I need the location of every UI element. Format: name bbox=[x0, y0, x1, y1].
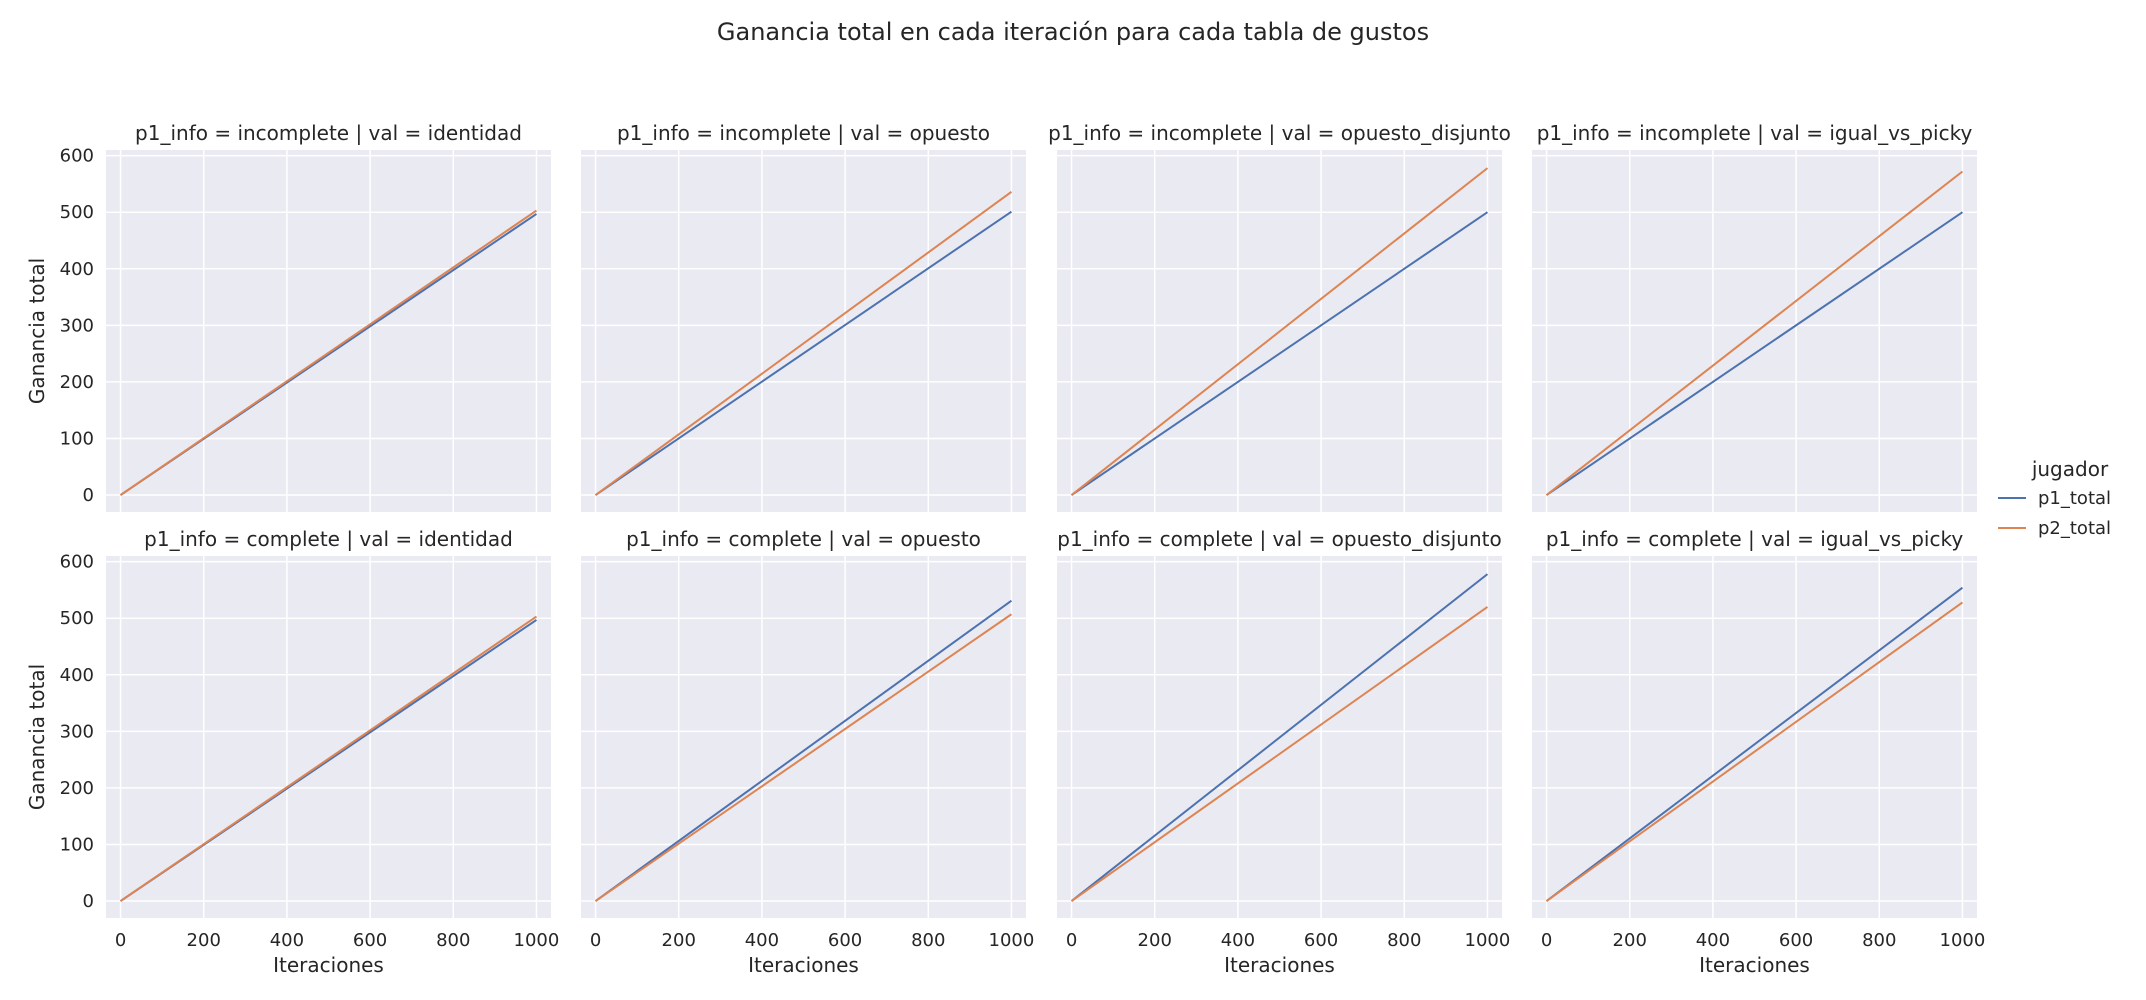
y-tick-label: 400 bbox=[60, 665, 94, 686]
x-tick-label: 0 bbox=[590, 930, 601, 951]
y-tick-label: 0 bbox=[83, 485, 94, 506]
panel-title: p1_info = incomplete | val = opuesto_dis… bbox=[1048, 121, 1511, 145]
series-line-p1_total bbox=[1545, 211, 1964, 496]
panel-title: p1_info = complete | val = opuesto bbox=[626, 527, 981, 551]
y-tick-label: 0 bbox=[83, 891, 94, 912]
x-tick-label: 0 bbox=[1541, 930, 1552, 951]
series-line-p2_total bbox=[1070, 167, 1489, 496]
panel-title: p1_info = incomplete | val = igual_vs_pi… bbox=[1537, 121, 1973, 145]
series-line-p1_total bbox=[1545, 586, 1964, 902]
panel-3: p1_info = incomplete | val = opuesto_dis… bbox=[1048, 121, 1511, 512]
panel-2: p1_info = incomplete | val = opuesto bbox=[581, 121, 1026, 512]
x-tick-label: 200 bbox=[1613, 930, 1647, 951]
x-tick-label: 600 bbox=[828, 930, 862, 951]
series-line-p1_total bbox=[594, 210, 1013, 496]
panel-8: p1_info = complete | val = igual_vs_pick… bbox=[1532, 527, 1985, 977]
panel-title: p1_info = incomplete | val = identidad bbox=[135, 121, 522, 145]
x-axis-label: Iteraciones bbox=[1699, 953, 1810, 977]
x-tick-label: 200 bbox=[662, 930, 696, 951]
y-axis-label: Ganancia total bbox=[25, 258, 49, 404]
series-line-p2_total bbox=[594, 191, 1013, 496]
x-tick-label: 800 bbox=[1862, 930, 1896, 951]
panel-7: p1_info = complete | val = opuesto_disju… bbox=[1057, 527, 1510, 977]
y-tick-label: 300 bbox=[60, 315, 94, 336]
panel-background bbox=[106, 150, 551, 512]
panel-title: p1_info = complete | val = opuesto_disju… bbox=[1057, 527, 1501, 551]
x-tick-label: 800 bbox=[436, 930, 470, 951]
x-tick-label: 1000 bbox=[989, 930, 1035, 951]
panels: p1_info = incomplete | val = identidad 0 1… bbox=[25, 121, 1985, 977]
series-line-p2_total bbox=[594, 613, 1013, 902]
y-tick-label: 300 bbox=[60, 721, 94, 742]
series-line-p2_total bbox=[1545, 601, 1964, 902]
panel-4: p1_info = incomplete | val = igual_vs_pi… bbox=[1532, 121, 1977, 512]
panel-title: p1_info = complete | val = igual_vs_pick… bbox=[1546, 527, 1964, 551]
y-tick-label: 500 bbox=[60, 202, 94, 223]
x-tick-label: 800 bbox=[1387, 930, 1421, 951]
x-tick-label: 200 bbox=[1138, 930, 1172, 951]
x-tick-label: 1000 bbox=[1465, 930, 1511, 951]
y-tick-label: 500 bbox=[60, 608, 94, 629]
x-tick-label: 1000 bbox=[1940, 930, 1986, 951]
legend: jugador p1_total p2_total bbox=[1998, 457, 2111, 539]
figure-title: Ganancia total en cada iteración para ca… bbox=[717, 18, 1429, 46]
panel-5: p1_info = complete | val = identidad 0 100… bbox=[25, 527, 559, 977]
x-axis-label: Iteraciones bbox=[1224, 953, 1335, 977]
legend-label-p2: p2_total bbox=[2038, 518, 2111, 539]
panel-background bbox=[1532, 150, 1977, 512]
panel-background bbox=[106, 556, 551, 918]
series-line-p1_total bbox=[1070, 573, 1489, 902]
x-tick-label: 600 bbox=[353, 930, 387, 951]
x-tick-label: 200 bbox=[187, 930, 221, 951]
x-tick-label: 400 bbox=[745, 930, 779, 951]
y-axis-label: Ganancia total bbox=[25, 664, 49, 810]
x-tick-label: 400 bbox=[1221, 930, 1255, 951]
x-tick-label: 400 bbox=[1696, 930, 1730, 951]
x-tick-label: 0 bbox=[115, 930, 126, 951]
x-axis-label: Iteraciones bbox=[273, 953, 384, 977]
series-line-p2_total bbox=[119, 615, 538, 902]
x-axis-label: Iteraciones bbox=[748, 953, 859, 977]
series-line-p2_total bbox=[119, 209, 538, 496]
series-line-p2_total bbox=[1545, 170, 1964, 496]
legend-title: jugador bbox=[2031, 457, 2109, 481]
series-line-p1_total bbox=[1070, 211, 1489, 496]
y-tick-label: 200 bbox=[60, 372, 94, 393]
series-line-p1_total bbox=[594, 599, 1013, 902]
panel-title: p1_info = incomplete | val = opuesto bbox=[617, 121, 990, 145]
y-tick-label: 400 bbox=[60, 259, 94, 280]
panel-6: p1_info = complete | val = opuesto 0 200 40… bbox=[581, 527, 1034, 977]
x-tick-label: 600 bbox=[1304, 930, 1338, 951]
y-tick-label: 200 bbox=[60, 778, 94, 799]
x-tick-label: 1000 bbox=[514, 930, 560, 951]
x-tick-label: 600 bbox=[1779, 930, 1813, 951]
x-tick-label: 400 bbox=[270, 930, 304, 951]
y-tick-label: 600 bbox=[60, 146, 94, 167]
panel-1: p1_info = incomplete | val = identidad 0 1… bbox=[25, 121, 551, 512]
y-tick-label: 100 bbox=[60, 834, 94, 855]
x-tick-label: 0 bbox=[1066, 930, 1077, 951]
y-tick-label: 600 bbox=[60, 552, 94, 573]
x-tick-label: 800 bbox=[911, 930, 945, 951]
series-line-p2_total bbox=[1070, 606, 1489, 902]
y-tick-label: 100 bbox=[60, 428, 94, 449]
legend-label-p1: p1_total bbox=[2038, 488, 2111, 509]
panel-title: p1_info = complete | val = identidad bbox=[144, 527, 513, 551]
